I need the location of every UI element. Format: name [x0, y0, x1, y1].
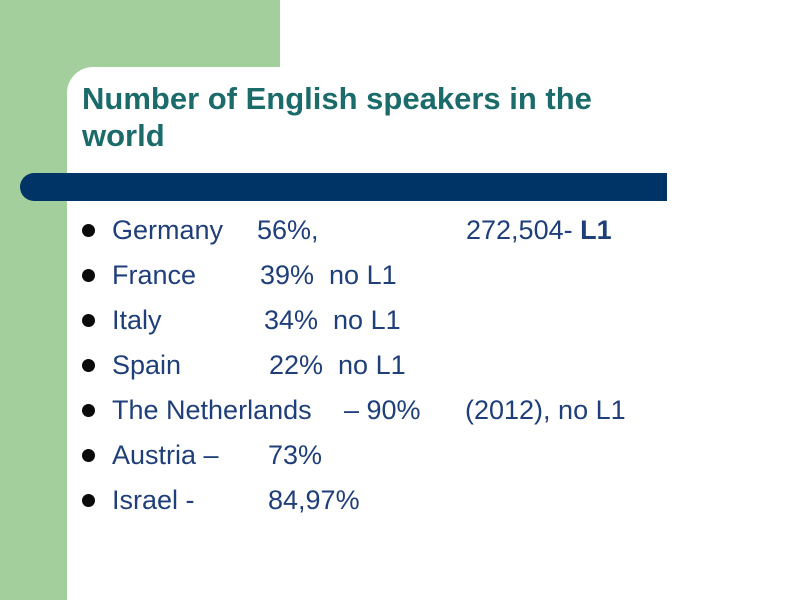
- bullet-icon: [82, 404, 95, 417]
- bullet-list: Germany 56%, 272,504- L1 France 39% no L…: [80, 208, 780, 523]
- percentage-value: 22% no L1: [269, 350, 406, 380]
- country-label: France: [112, 260, 197, 290]
- list-item: France 39% no L1: [80, 253, 780, 298]
- list-item: Italy 34% no L1: [80, 298, 780, 343]
- list-item: Austria – 73%: [80, 433, 780, 478]
- percentage-value: 34% no L1: [264, 305, 401, 335]
- country-label: Austria –: [112, 440, 219, 470]
- percentage-value: 56%,: [257, 215, 319, 245]
- country-label: Israel -: [112, 485, 195, 515]
- note-value: 272,504-: [466, 215, 581, 245]
- note-text: 272,504- L1: [466, 215, 612, 245]
- slide-title: Number of English speakers in the world: [82, 81, 592, 153]
- list-item: Israel - 84,97%: [80, 478, 780, 523]
- bullet-icon: [82, 494, 95, 507]
- country-label: Spain: [112, 350, 182, 380]
- list-item: The Netherlands – 90% (2012), no L1: [80, 388, 780, 433]
- bullet-icon: [82, 359, 95, 372]
- bullet-icon: [82, 314, 95, 327]
- l1-label: L1: [580, 215, 612, 245]
- bullet-icon: [82, 224, 95, 237]
- country-label: The Netherlands: [112, 395, 312, 425]
- bullet-icon: [82, 449, 95, 462]
- list-item: Germany 56%, 272,504- L1: [80, 208, 780, 253]
- bullet-icon: [82, 269, 95, 282]
- note-text: (2012), no L1: [465, 395, 626, 425]
- country-label: Italy: [112, 305, 162, 335]
- title-underline-bar: [20, 173, 667, 201]
- percentage-value: 73%: [268, 440, 323, 470]
- content-panel: [67, 67, 800, 600]
- percentage-value: – 90%: [344, 395, 421, 425]
- percentage-value: 84,97%: [268, 485, 360, 515]
- percentage-value: 39% no L1: [260, 260, 397, 290]
- country-label: Germany: [112, 215, 224, 245]
- list-item: Spain 22% no L1: [80, 343, 780, 388]
